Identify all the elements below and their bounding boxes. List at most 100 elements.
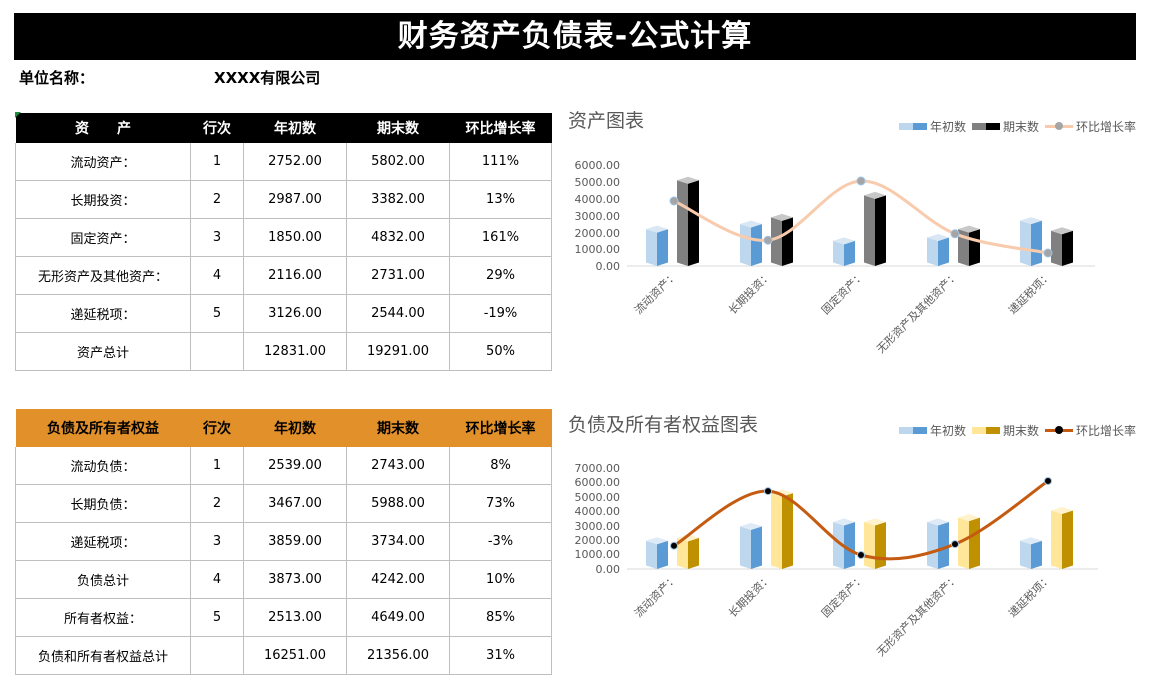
cell-line[interactable]: 3 [190,218,244,257]
cell-name[interactable]: 流动负债： [15,446,191,485]
unit-name-value[interactable]: XXXX有限公司 [214,69,321,87]
cell-growth[interactable]: -3% [449,522,552,561]
cell-growth[interactable]: 85% [449,598,552,637]
cell-begin[interactable]: 1850.00 [243,218,347,257]
cell-end[interactable]: 5988.00 [346,484,450,523]
legend-item-growth[interactable]: 环比增长率 [1044,118,1136,135]
bar [864,195,875,266]
cell-name[interactable]: 负债和所有者权益总计 [15,636,191,675]
col-header-line[interactable]: 行次 [203,120,231,137]
cell-growth[interactable]: 31% [449,636,552,675]
cell-name[interactable]: 无形资产及其他资产： [15,256,191,295]
cell-end[interactable]: 3382.00 [346,180,450,219]
svg-text:4000.00: 4000.00 [575,505,621,518]
cell-name[interactable]: 递延税项： [15,522,191,561]
legend-item-begin[interactable]: 年初数 [898,422,966,439]
table-row-total: 资产总计 12831.00 19291.00 50% [15,332,552,371]
bar-top [927,518,949,526]
col-header-assets[interactable]: 资 产 [75,120,131,137]
legend-item-growth[interactable]: 环比增长率 [1044,422,1136,439]
cell-growth[interactable]: 73% [449,484,552,523]
cell-line[interactable]: 5 [190,598,244,637]
table-row: 负债总计 4 3873.00 4242.00 10% [15,560,552,599]
cell-line[interactable]: 3 [190,522,244,561]
cell-end[interactable]: 2743.00 [346,446,450,485]
cell-name[interactable]: 固定资产： [15,218,191,257]
cell-name[interactable]: 递延税项： [15,294,191,333]
svg-text:固定资产：: 固定资产： [818,268,867,317]
cell-begin[interactable]: 16251.00 [243,636,347,675]
cell-line[interactable] [190,636,244,675]
cell-end[interactable]: 2731.00 [346,256,450,295]
cell-line[interactable]: 2 [190,180,244,219]
cell-growth[interactable]: -19% [449,294,552,333]
line-marker [951,540,959,549]
cell-name[interactable]: 长期投资： [15,180,191,219]
cell-line[interactable] [190,332,244,371]
cell-end[interactable]: 2544.00 [346,294,450,333]
liabilities-chart[interactable]: 负债及所有者权益图表 年初数 期末数 环比增长率 7000.00 6000.00… [560,404,1150,682]
col-header-growth[interactable]: 环比增长率 [465,420,536,437]
svg-text:3000.00: 3000.00 [575,520,621,533]
cell-begin[interactable]: 2116.00 [243,256,347,295]
assets-chart[interactable]: 资产图表 年初数 期末数 环比增长率 6000.00 5000.00 4000.… [560,100,1150,380]
cell-growth[interactable]: 8% [449,446,552,485]
cell-begin[interactable]: 2539.00 [243,446,347,485]
bar [1062,230,1073,266]
cell-name[interactable]: 长期负债： [15,484,191,523]
col-header-end[interactable]: 期末数 [377,420,419,437]
svg-text:0.00: 0.00 [596,260,621,273]
cell-growth[interactable]: 10% [449,560,552,599]
cell-line[interactable]: 1 [190,142,244,181]
cell-name[interactable]: 流动资产： [15,142,191,181]
cell-begin[interactable]: 12831.00 [243,332,347,371]
svg-text:3000.00: 3000.00 [575,210,621,223]
cell-name[interactable]: 负债总计 [15,560,191,599]
cell-begin[interactable]: 2752.00 [243,142,347,181]
cell-line[interactable]: 2 [190,484,244,523]
x-axis-labels: 流动资产： 长期投资： 固定资产： 无形资产及其他资产： 递延税项： [631,268,1054,356]
cell-line[interactable]: 1 [190,446,244,485]
bar [833,522,844,569]
table-row: 无形资产及其他资产： 4 2116.00 2731.00 29% [15,256,552,295]
table-row: 长期负债： 2 3467.00 5988.00 73% [15,484,552,523]
cell-end[interactable]: 3734.00 [346,522,450,561]
legend-item-end[interactable]: 期末数 [971,422,1039,439]
svg-text:4000.00: 4000.00 [575,193,621,206]
cell-growth[interactable]: 111% [449,142,552,181]
cell-begin[interactable]: 3126.00 [243,294,347,333]
col-header-end[interactable]: 期末数 [377,120,419,137]
cell-end[interactable]: 4832.00 [346,218,450,257]
cell-begin[interactable]: 3873.00 [243,560,347,599]
bar-top [677,534,699,542]
cell-growth[interactable]: 161% [449,218,552,257]
col-header-line[interactable]: 行次 [203,420,231,437]
legend-item-end[interactable]: 期末数 [971,118,1039,135]
legend-item-begin[interactable]: 年初数 [898,118,966,135]
col-header-begin[interactable]: 年初数 [274,120,316,137]
bar-top [927,234,949,242]
cell-begin[interactable]: 2987.00 [243,180,347,219]
line-marker [764,487,772,496]
cell-end[interactable]: 4649.00 [346,598,450,637]
cell-end[interactable]: 5802.00 [346,142,450,181]
cell-begin[interactable]: 3467.00 [243,484,347,523]
cell-name[interactable]: 所有者权益： [15,598,191,637]
cell-line[interactable]: 4 [190,256,244,295]
col-header-begin[interactable]: 年初数 [274,420,316,437]
cell-end[interactable]: 4242.00 [346,560,450,599]
cell-name[interactable]: 资产总计 [15,332,191,371]
bar-top [646,225,668,233]
cell-end[interactable]: 19291.00 [346,332,450,371]
cell-growth[interactable]: 13% [449,180,552,219]
cell-line[interactable]: 5 [190,294,244,333]
cell-growth[interactable]: 29% [449,256,552,295]
cell-line[interactable]: 4 [190,560,244,599]
cell-begin[interactable]: 3859.00 [243,522,347,561]
col-header-growth[interactable]: 环比增长率 [465,120,536,137]
col-header-liabilities[interactable]: 负债及所有者权益 [47,420,159,437]
cell-end[interactable]: 21356.00 [346,636,450,675]
cell-growth[interactable]: 50% [449,332,552,371]
cell-begin[interactable]: 2513.00 [243,598,347,637]
svg-text:固定资产：: 固定资产： [818,571,867,620]
